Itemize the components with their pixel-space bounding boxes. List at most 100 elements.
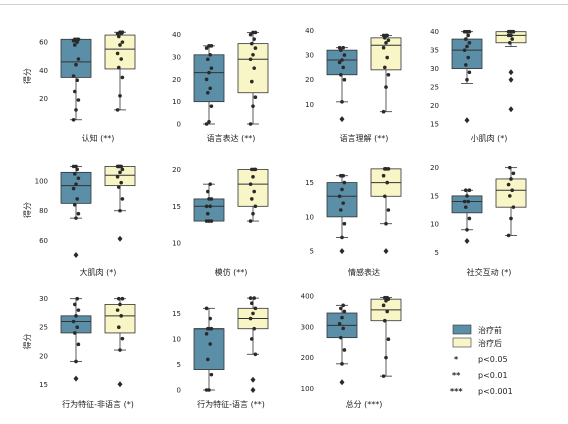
series-after — [237, 167, 269, 223]
data-point — [209, 326, 214, 331]
data-point — [120, 197, 125, 201]
series-before — [326, 303, 358, 386]
panel-title: 情感表达 — [348, 267, 380, 277]
data-point — [386, 337, 391, 341]
data-point — [73, 203, 77, 207]
data-point — [115, 108, 120, 112]
y-tick-label: 400 — [301, 293, 314, 301]
data-point — [251, 174, 255, 179]
data-point — [508, 40, 512, 45]
data-point — [384, 33, 388, 38]
data-point — [75, 296, 79, 301]
data-point — [206, 57, 210, 62]
outlier-point — [250, 387, 256, 393]
data-point — [467, 70, 472, 75]
chart-panel-11: 100 200 300 400 总分 (***) — [301, 293, 402, 409]
data-point — [386, 38, 391, 43]
data-point — [208, 342, 212, 346]
outlier-point — [508, 76, 514, 83]
data-point — [115, 51, 120, 56]
data-point — [509, 29, 513, 34]
outlier-point — [508, 106, 514, 113]
data-point — [206, 211, 210, 216]
data-point — [206, 357, 210, 362]
y-tick-label: 20 — [39, 352, 48, 360]
data-point — [209, 372, 214, 377]
data-point — [119, 180, 123, 185]
data-point — [464, 205, 468, 209]
y-tick-label: 200 — [301, 354, 314, 362]
data-point — [252, 189, 256, 194]
top-rule — [0, 4, 568, 5]
series-after — [104, 164, 136, 242]
y-tick-label: 60 — [39, 237, 48, 245]
data-point — [252, 37, 256, 41]
data-point — [208, 86, 212, 91]
data-point — [465, 44, 469, 49]
data-point — [341, 303, 346, 308]
y-tick-label: 35 — [430, 47, 439, 55]
data-point — [75, 37, 79, 42]
data-point — [74, 216, 78, 220]
data-point — [73, 172, 77, 176]
data-point — [250, 337, 254, 341]
data-point — [120, 75, 125, 80]
y-tick-label: 20 — [172, 166, 181, 174]
series-before — [326, 45, 358, 123]
data-point — [251, 52, 255, 57]
data-point — [467, 216, 472, 221]
data-point — [248, 182, 253, 186]
data-point — [119, 314, 123, 318]
data-point — [75, 197, 79, 201]
data-point — [248, 57, 253, 62]
data-point — [117, 34, 121, 39]
data-point — [384, 355, 388, 360]
data-point — [464, 37, 468, 41]
series-after — [104, 30, 136, 112]
box — [193, 328, 225, 370]
data-point — [117, 185, 121, 189]
data-point — [384, 221, 388, 226]
panel-title: 语言理解 (**) — [340, 133, 389, 143]
data-point — [250, 197, 254, 201]
data-point — [208, 52, 212, 57]
chart-panel-2: 0 10 20 30 40 语言表达 (**) — [172, 30, 269, 143]
box — [193, 54, 225, 103]
data-point — [71, 319, 76, 324]
data-point — [383, 194, 387, 199]
data-point — [74, 182, 78, 186]
data-point — [383, 318, 387, 323]
data-point — [119, 57, 123, 61]
data-point — [206, 90, 210, 95]
outlier-point — [464, 238, 470, 245]
data-point — [209, 104, 214, 108]
series-before — [451, 29, 483, 124]
data-point — [117, 325, 121, 330]
panel-title: 社交互动 (*) — [467, 267, 512, 277]
data-point — [208, 204, 212, 209]
legend-sig-marker-2: ** — [452, 371, 461, 380]
y-tick-label: 0 — [177, 387, 181, 395]
box — [451, 195, 483, 214]
data-point — [120, 336, 125, 341]
data-point — [248, 32, 253, 37]
series-after — [370, 167, 402, 255]
y-tick-label: 5 — [177, 361, 181, 369]
legend: 治疗前 治疗后 * p<0.05 ** p<0.01 *** p<0.001 — [450, 324, 513, 396]
panel-title: 总分 (***) — [346, 399, 383, 409]
data-point — [385, 55, 390, 60]
data-point — [252, 66, 256, 70]
y-tick-label: 15 — [172, 203, 181, 211]
data-point — [209, 66, 214, 70]
outlier-point — [339, 116, 345, 123]
data-point — [509, 216, 513, 221]
data-point — [511, 171, 516, 176]
outlier-point — [339, 248, 345, 255]
legend-sig-marker-1: * — [454, 355, 459, 364]
chart-panel-10: 0 5 10 15 行为特征-语言 (**) — [172, 296, 269, 409]
legend-sig-text-2: p<0.01 — [478, 371, 508, 380]
data-point — [118, 43, 122, 47]
legend-label-before: 治疗前 — [478, 325, 502, 335]
data-point — [511, 205, 516, 209]
